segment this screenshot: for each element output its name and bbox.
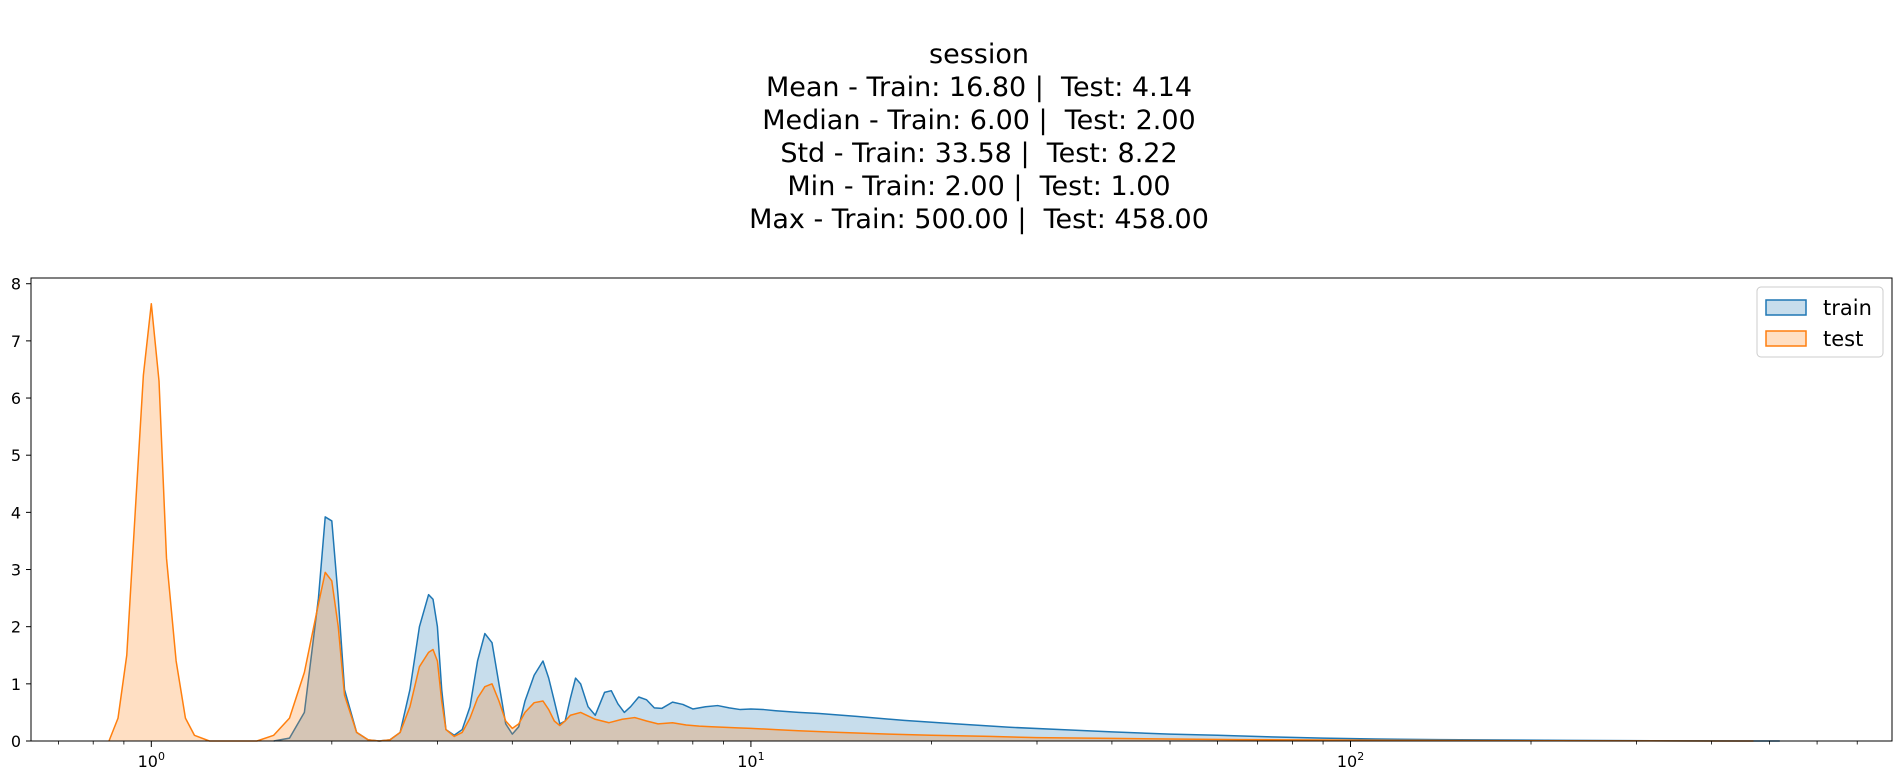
legend: train test xyxy=(1756,286,1884,358)
title-line-1: session xyxy=(929,39,1029,70)
x-tick-label: 101 xyxy=(737,750,764,771)
title-line-6: Max - Train: 500.00 | Test: 458.00 xyxy=(749,204,1209,235)
axes-layer: 0 1 2 3 4 5 6 7 8 100 101 102 xyxy=(11,275,1893,771)
y-tick-label: 4 xyxy=(11,503,21,522)
legend-swatch-train xyxy=(1765,299,1807,316)
title-line-3: Median - Train: 6.00 | Test: 2.00 xyxy=(762,105,1196,136)
y-tick-label: 7 xyxy=(11,332,21,351)
plot-frame xyxy=(30,277,1893,742)
series-test-area xyxy=(108,303,1754,741)
y-tick-label: 6 xyxy=(11,389,21,408)
legend-label-test: test xyxy=(1823,327,1863,351)
y-tick-label: 3 xyxy=(11,561,21,580)
legend-swatch-test xyxy=(1765,330,1807,347)
series-train-area xyxy=(273,516,1780,741)
legend-label-train: train xyxy=(1823,296,1872,320)
y-tick-label: 8 xyxy=(11,275,21,294)
series-train-line xyxy=(273,516,1780,742)
title-line-4: Std - Train: 33.58 | Test: 8.22 xyxy=(780,138,1178,169)
y-tick-label: 1 xyxy=(11,675,21,694)
series-layer xyxy=(108,302,1780,742)
title-line-2: Mean - Train: 16.80 | Test: 4.14 xyxy=(765,72,1193,103)
y-tick-label: 2 xyxy=(11,618,21,637)
series-test-line xyxy=(108,302,1754,742)
y-tick-label: 0 xyxy=(11,732,21,751)
legend-box xyxy=(1756,286,1884,358)
title-line-5: Min - Train: 2.00 | Test: 1.00 xyxy=(787,171,1171,202)
chart-title: session Mean - Train: 16.80 | Test: 4.14… xyxy=(0,38,1900,236)
y-tick-label: 5 xyxy=(11,446,21,465)
x-tick-label: 102 xyxy=(1337,750,1364,771)
x-tick-label: 100 xyxy=(138,750,165,771)
